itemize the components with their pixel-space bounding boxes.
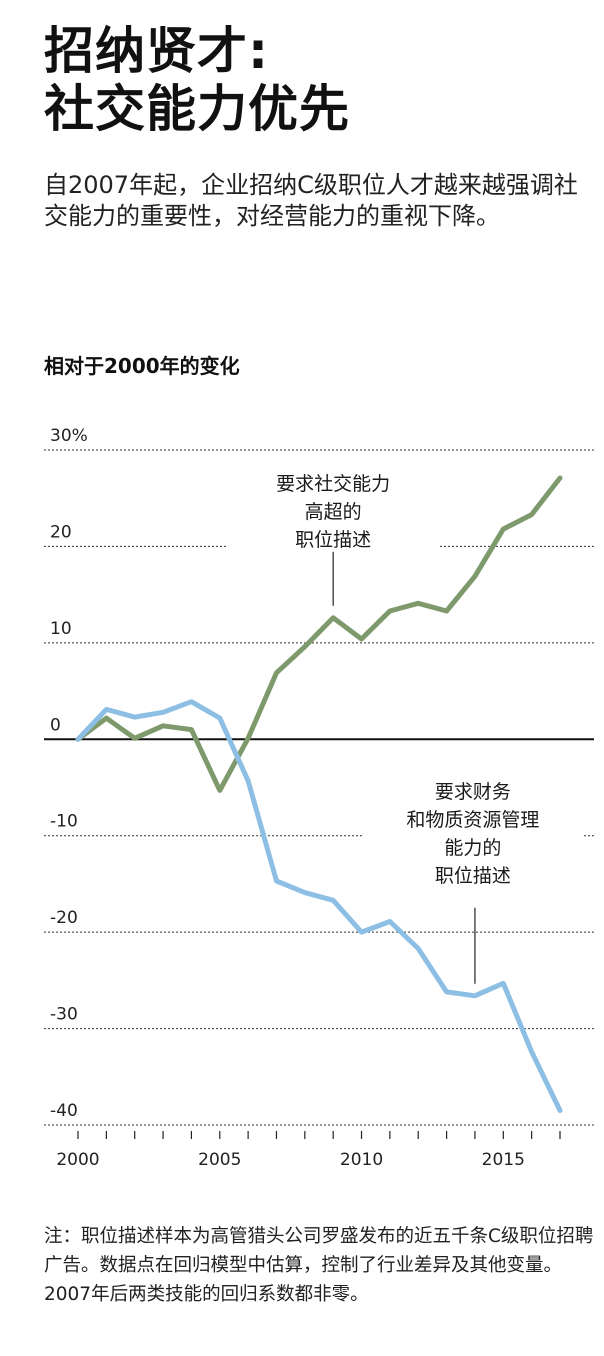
footnote: 注：职位描述样本为高管猎头公司罗盛发布的近五千条C级职位招聘广告。数据点在回归模…: [44, 1226, 594, 1305]
series-line-0: [75, 475, 563, 793]
annotation-text: 能力的: [444, 837, 501, 859]
y-tick-label: 20: [50, 522, 72, 542]
annotation-text: 要求财务: [435, 781, 511, 803]
annotation-text: 和物质资源管理: [406, 809, 539, 831]
annotation-bg: [228, 465, 439, 558]
chart-title: 相对于2000年的变化: [44, 354, 240, 378]
y-tick-label: -10: [50, 812, 78, 832]
headline-line-1: 招纳贤才:: [44, 22, 269, 80]
subtitle: 自2007年起，企业招纳C级职位人才越来越强调社交能力的重要性，对经营能力的重视…: [44, 171, 578, 230]
headline-line-2: 社交能力优先: [44, 80, 350, 138]
x-tick-label: 2005: [198, 1150, 241, 1170]
y-tick-label: -30: [50, 1005, 78, 1025]
y-tick-label: -20: [50, 908, 78, 928]
x-tick-label: 2010: [340, 1150, 383, 1170]
annotation-text: 职位描述: [295, 529, 371, 551]
y-tick-label: 10: [50, 619, 72, 639]
y-tick-label: 30%: [50, 426, 88, 446]
y-tick-label: 0: [50, 715, 61, 735]
x-tick-label: 2000: [56, 1150, 99, 1170]
annotation-text: 要求社交能力: [276, 473, 390, 495]
y-tick-label: -40: [50, 1101, 78, 1121]
annotation-text: 高超的: [305, 501, 362, 523]
x-tick-label: 2015: [482, 1150, 525, 1170]
headline: 招纳贤才: 社交能力优先: [44, 22, 350, 138]
annotation-bg: [362, 773, 583, 894]
series-line-1: [75, 699, 563, 1113]
annotation-text: 职位描述: [435, 865, 511, 887]
